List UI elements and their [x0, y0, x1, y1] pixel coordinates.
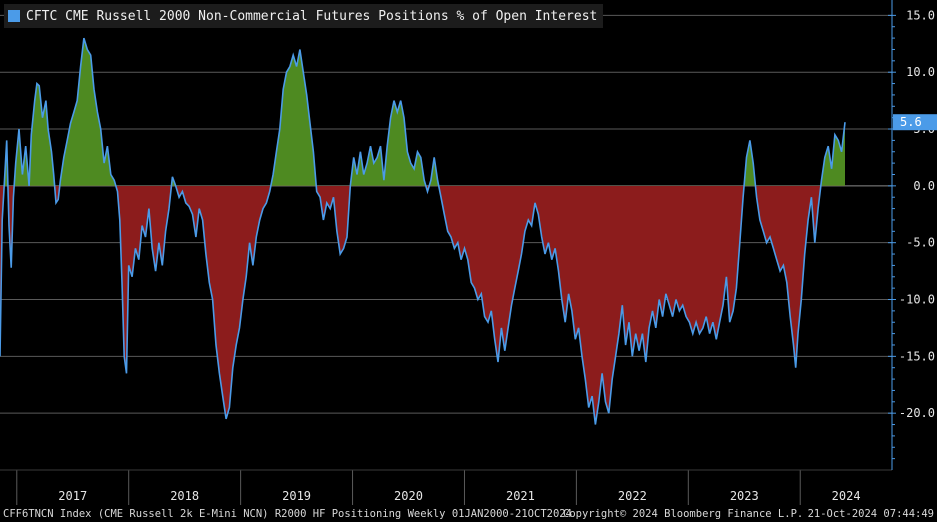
footer-ticker: CFF6TNCN Index (CME Russell 2k E-Mini NC… — [3, 508, 572, 520]
x-tick-label: 2021 — [506, 489, 535, 503]
y-tick-label: -10.0 — [899, 293, 935, 307]
y-tick-label: -5.0 — [906, 236, 935, 250]
area-fills — [0, 38, 845, 425]
legend-label: CFTC CME Russell 2000 Non-Commercial Fut… — [26, 8, 598, 24]
footer: CFF6TNCN Index (CME Russell 2k E-Mini NC… — [0, 505, 937, 522]
x-tick-label: 2023 — [730, 489, 759, 503]
x-tick-label: 2022 — [618, 489, 647, 503]
y-tick-label: -20.0 — [899, 406, 935, 420]
x-tick-label: 2017 — [58, 489, 87, 503]
last-value-badge — [893, 114, 937, 131]
x-tick-label: 2020 — [394, 489, 423, 503]
footer-copyright: Copyright© 2024 Bloomberg Finance L.P. — [563, 508, 804, 520]
x-tick-label: 2024 — [832, 489, 861, 503]
y-tick-label: 0.0 — [913, 179, 935, 193]
last-value-label: 5.6 — [900, 115, 922, 129]
gridlines — [0, 14, 892, 414]
x-axis: 2017 2018 2019 2020 2021 2022 2023 2024 — [58, 489, 860, 503]
y-axis: 15.010.05.00.0-5.0-10.0-15.0-20.0 — [888, 0, 935, 470]
y-tick-label: -15.0 — [899, 349, 935, 363]
x-tick-label: 2019 — [282, 489, 311, 503]
negative-area — [0, 185, 845, 425]
y-tick-label: 15.0 — [906, 8, 935, 22]
legend-swatch — [8, 10, 20, 22]
last-value-marker: 5.6 — [893, 114, 937, 131]
series-line — [0, 37, 846, 425]
x-tick-label: 2018 — [170, 489, 199, 503]
positive-area — [4, 38, 845, 186]
footer-timestamp: 21-Oct-2024 07:44:49 — [807, 508, 934, 520]
year-separators — [0, 469, 892, 505]
legend: CFTC CME Russell 2000 Non-Commercial Fut… — [4, 4, 604, 28]
chart-area: 15.010.05.00.0-5.0-10.0-15.0-20.0 201720… — [0, 0, 937, 505]
y-tick-label: 10.0 — [906, 65, 935, 79]
